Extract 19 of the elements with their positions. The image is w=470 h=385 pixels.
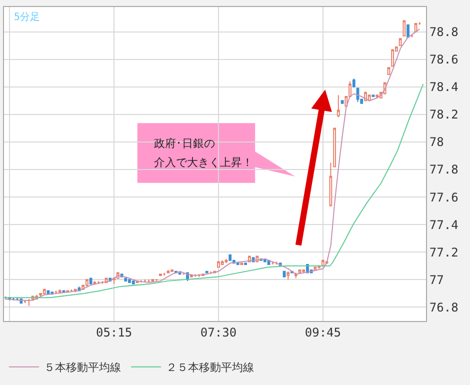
legend-label: ５本移動平均線 bbox=[44, 361, 121, 374]
y-tick-label: 76.8 bbox=[429, 300, 458, 314]
y-tick-label: 77.6 bbox=[429, 190, 458, 204]
y-tick-label: 77.8 bbox=[429, 162, 458, 177]
y-tick-label: 77 bbox=[429, 272, 444, 287]
annotation: 介入で大きく上昇！ bbox=[154, 156, 253, 169]
y-tick-label: 78 bbox=[429, 135, 444, 150]
legend-label: ２５本移動平均線 bbox=[166, 361, 254, 374]
y-tick-label: 77.2 bbox=[429, 245, 458, 260]
x-tick-label: 05:15 bbox=[96, 325, 132, 340]
x-tick-label: 07:30 bbox=[200, 325, 237, 340]
y-tick-label: 77.4 bbox=[429, 218, 458, 232]
y-tick-label: 78.4 bbox=[429, 80, 458, 94]
y-tick-label: 78.8 bbox=[429, 24, 458, 39]
y-tick-label: 78.2 bbox=[429, 108, 458, 122]
annotation: 5分足 bbox=[14, 11, 40, 23]
x-tick-label: 09:45 bbox=[304, 325, 342, 340]
annotation: 政府･日銀の bbox=[154, 137, 215, 150]
y-tick-label: 78.6 bbox=[429, 52, 458, 67]
